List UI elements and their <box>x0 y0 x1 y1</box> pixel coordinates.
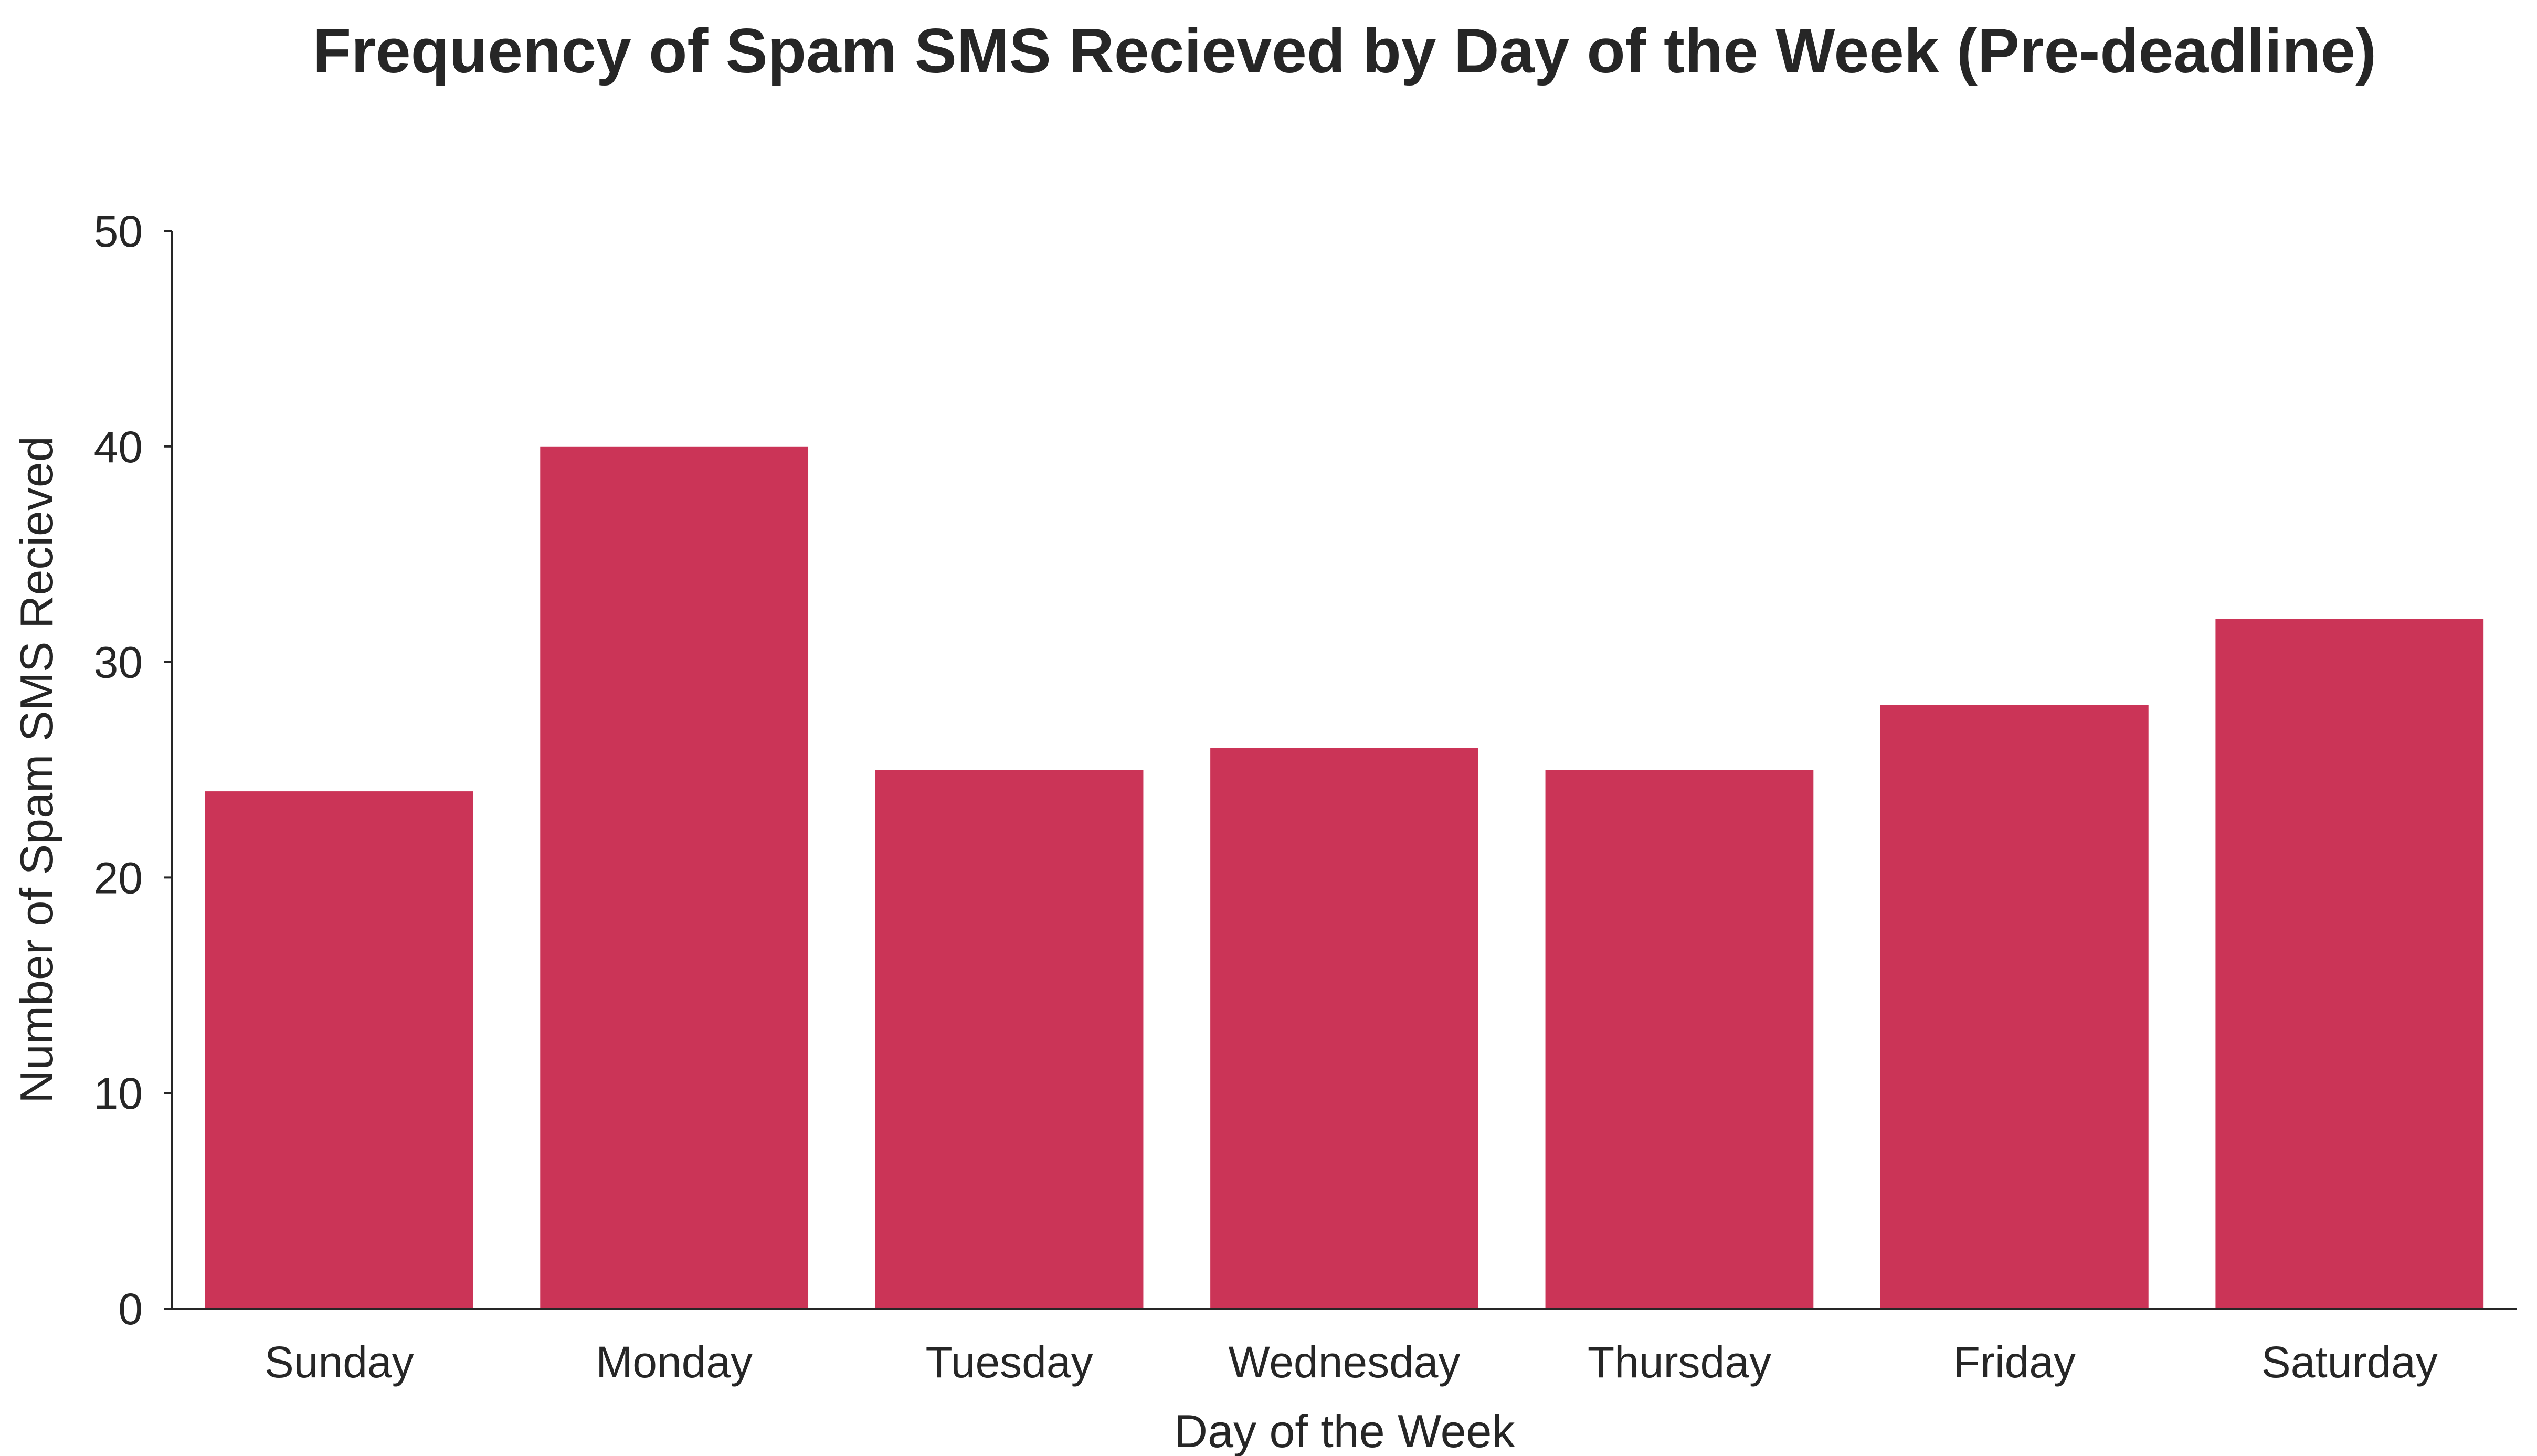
x-tick-label-monday: Monday <box>596 1337 753 1387</box>
y-tick-label-50: 50 <box>94 207 143 256</box>
bar-thursday <box>1545 770 1814 1309</box>
bars <box>205 446 2484 1309</box>
y-axis-ticks: 0 10 20 30 40 50 <box>94 207 172 1334</box>
x-tick-label-sunday: Sunday <box>265 1337 414 1387</box>
y-tick-label-40: 40 <box>94 422 143 472</box>
bar-wednesday <box>1210 748 1478 1309</box>
y-tick-label-20: 20 <box>94 853 143 902</box>
x-tick-label-wednesday: Wednesday <box>1228 1337 1460 1387</box>
chart-title: Frequency of Spam SMS Recieved by Day of… <box>313 16 2376 86</box>
x-tick-label-tuesday: Tuesday <box>926 1337 1093 1387</box>
bar-monday <box>540 446 809 1309</box>
x-tick-label-saturday: Saturday <box>2261 1337 2438 1387</box>
y-axis-label: Number of Spam SMS Recieved <box>10 436 62 1103</box>
bar-sunday <box>205 791 473 1309</box>
bar-friday <box>1880 705 2149 1309</box>
x-tick-label-thursday: Thursday <box>1588 1337 1771 1387</box>
x-axis-label: Day of the Week <box>1175 1405 1516 1456</box>
x-tick-label-friday: Friday <box>1953 1337 2076 1387</box>
y-tick-label-0: 0 <box>118 1284 143 1334</box>
x-axis-ticks: Sunday Monday Tuesday Wednesday Thursday Frid… <box>265 1337 2438 1387</box>
bar-tuesday <box>875 770 1144 1309</box>
bar-saturday <box>2215 619 2484 1309</box>
y-tick-label-30: 30 <box>94 638 143 687</box>
y-tick-label-10: 10 <box>94 1069 143 1118</box>
